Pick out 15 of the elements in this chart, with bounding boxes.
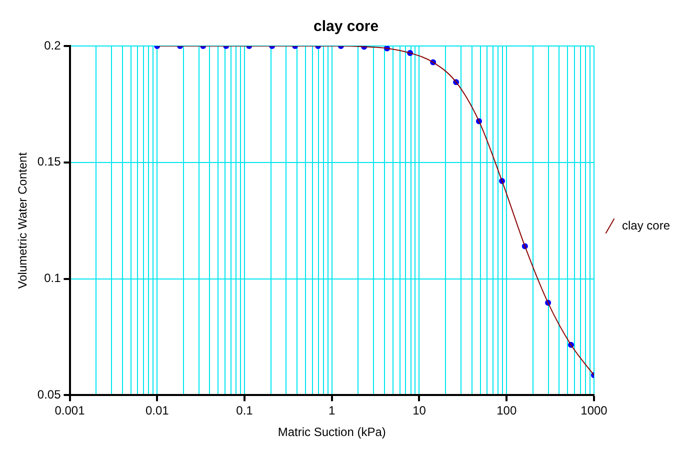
y-tick-label: 0.05 xyxy=(37,388,62,402)
x-tick-label: 10 xyxy=(412,404,426,418)
y-tick-label: 0.2 xyxy=(44,38,62,52)
x-tick-label: 100 xyxy=(496,404,517,418)
x-tick-label: 0.1 xyxy=(236,404,254,418)
chart-title: clay core xyxy=(313,18,379,36)
x-tick-label: 0.001 xyxy=(54,404,86,418)
y-axis-title: Volumetric Water Content xyxy=(16,152,30,289)
x-tick-label: 1 xyxy=(328,404,336,418)
x-tick-label: 0.01 xyxy=(145,404,170,418)
x-tick-label: 1000 xyxy=(580,404,608,418)
y-tick-label: 0.15 xyxy=(37,154,62,169)
x-axis-title: Matric Suction (kPa) xyxy=(278,425,386,440)
y-tick-label: 0.1 xyxy=(44,271,62,286)
legend-label: clay core xyxy=(622,218,670,232)
